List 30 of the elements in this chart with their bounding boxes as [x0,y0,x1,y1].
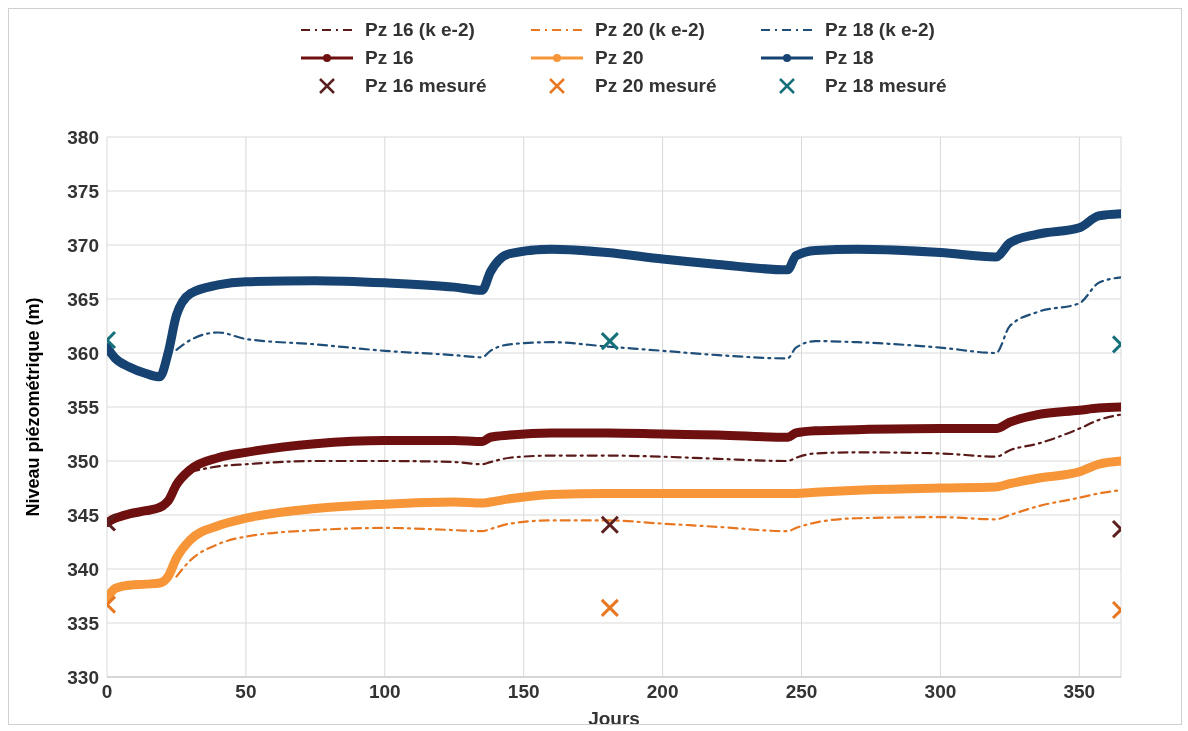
y-tick-label: 345 [67,504,100,526]
legend-label: Pz 20 (k e-2) [595,19,705,41]
x-tick-label: 150 [507,681,540,703]
legend-label: Pz 20 mesuré [595,75,717,97]
x-tick-label: 100 [368,681,401,703]
legend-label: Pz 16 mesuré [365,75,487,97]
legend-label: Pz 18 [825,47,874,69]
y-tick-label: 340 [67,558,99,580]
y-tick-label: 360 [67,342,99,364]
x-tick-label: 50 [235,681,257,703]
y-tick-label: 330 [67,666,99,688]
legend-label: Pz 18 mesuré [825,75,947,97]
legend-label: Pz 16 [365,47,414,69]
y-tick-label: 355 [67,396,100,418]
line-series [175,489,1121,578]
x-tick-label: 350 [1063,681,1096,703]
y-tick-label: 350 [67,450,99,472]
legend-label: Pz 18 (k e-2) [825,19,935,41]
y-axis-title: Niveau piézométrique (m) [23,297,44,517]
x-tick-label: 200 [646,681,679,703]
legend-label: Pz 16 (k e-2) [365,19,475,41]
y-tick-label: 380 [67,126,99,148]
y-tick-label: 365 [67,288,100,310]
x-tick-label: 300 [924,681,957,703]
legend-label: Pz 20 [595,47,644,69]
y-tick-label: 335 [67,612,100,634]
y-tick-label: 375 [67,180,100,202]
y-tick-label: 370 [67,234,99,256]
x-tick-label: 250 [785,681,818,703]
x-tick-label: 0 [101,681,113,703]
